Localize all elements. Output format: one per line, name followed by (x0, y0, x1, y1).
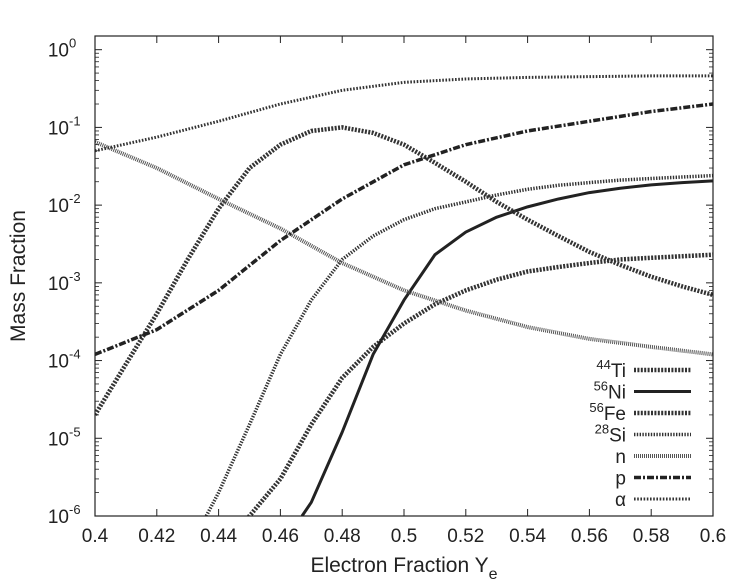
x-tick-label: 0.56 (571, 526, 608, 547)
legend-label-7: α (615, 490, 626, 511)
legend-label-5: n (615, 447, 626, 468)
legend-label-4: 28Si (595, 422, 626, 447)
x-tick-label: 0.42 (138, 526, 175, 547)
series-line-2 (300, 179, 713, 516)
x-axis-label: Electron Fraction Ye (310, 554, 497, 583)
y-tick-label: 10-6 (48, 502, 81, 528)
x-tick-label: 0.4 (82, 526, 109, 547)
series-line-7 (95, 74, 713, 153)
series-layer (95, 74, 713, 516)
x-tick-label: 0.6 (700, 526, 726, 547)
x-tick-label: 0.58 (633, 526, 670, 547)
y-tick-label: 10-4 (48, 347, 81, 373)
y-tick-label: 100 (48, 36, 76, 62)
series-line-4 (204, 173, 713, 516)
legend-label-1: 44Ti (596, 357, 626, 382)
ticks-layer: 0.4 0.42 0.44 0.46 0.48 0.5 0.52 0.54 0.56 0.58 0.… (48, 36, 726, 547)
series-line-1 (245, 252, 713, 516)
y-tick-label: 10-1 (48, 113, 81, 139)
legend-label-2: 56Ni (594, 379, 626, 404)
y-tick-label: 10-3 (48, 269, 81, 295)
series-line-6 (95, 102, 713, 357)
x-tick-label: 0.54 (509, 526, 546, 547)
legend-label-6: p (615, 469, 626, 490)
legend-label-3: 56Fe (589, 400, 626, 425)
y-axis-label: Mass Fraction (7, 210, 30, 342)
x-tick-label: 0.52 (447, 526, 484, 547)
series-line-3 (95, 125, 713, 417)
y-tick-label: 10-2 (48, 191, 81, 217)
x-tick-label: 0.5 (391, 526, 417, 547)
x-tick-label: 0.46 (262, 526, 299, 547)
x-tick-label: 0.48 (324, 526, 361, 547)
y-tick-label: 10-5 (48, 424, 81, 450)
x-tick-label: 0.44 (200, 526, 237, 547)
